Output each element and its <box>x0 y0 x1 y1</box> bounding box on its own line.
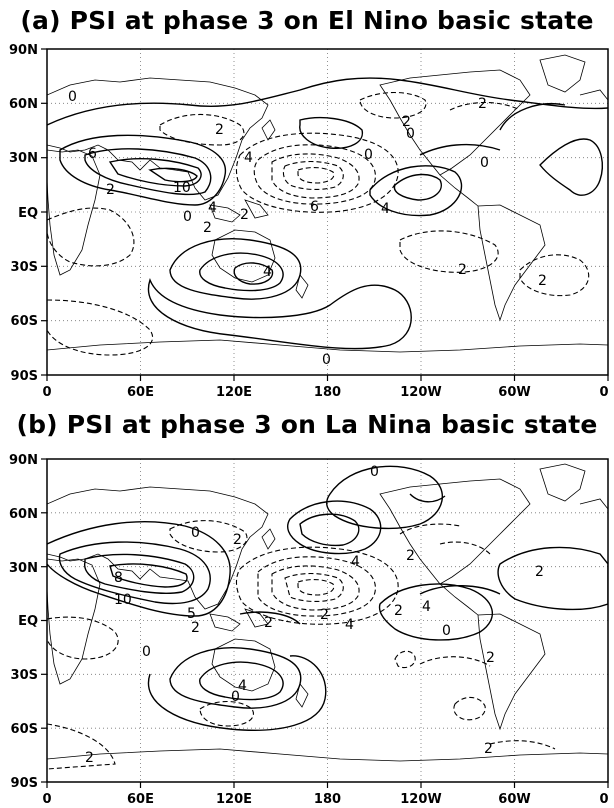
panel-b-clabel: 4 <box>238 678 247 694</box>
panel-a-y-tick: 90N <box>9 43 38 58</box>
panel-a-contours-negative <box>47 92 590 356</box>
panel-b: (b) PSI at phase 3 on La Nina basic stat… <box>0 404 614 808</box>
panel-a-tickmarks <box>41 48 609 381</box>
panel-a-clabel: 4 <box>381 201 390 217</box>
panel-b-clabel: 0 <box>142 644 151 660</box>
panel-b-gridlines <box>47 459 608 782</box>
panel-b-clabel: 4 <box>345 617 354 633</box>
panel-b-tickmarks <box>41 458 609 788</box>
panel-a-x-tick: 180 <box>314 385 341 400</box>
panel-b-y-tick: 30N <box>9 561 38 576</box>
panel-a-title: (a) PSI at phase 3 on El Nino basic stat… <box>20 6 594 35</box>
panel-b-clabel: 2 <box>484 741 493 757</box>
panel-a-y-tick: 60N <box>9 97 38 112</box>
panel-a-x-tick: 60W <box>498 385 530 400</box>
panel-a-clabel: 2 <box>478 96 487 112</box>
panel-b-clabel: 0 <box>231 689 240 705</box>
panel-b-clabel: 0 <box>370 464 379 480</box>
panel-a-clabel: 0 <box>406 126 415 142</box>
panel-a-clabel: 0 <box>364 147 373 163</box>
panel-b-map: 0 0 2 8 10 5 2 0 2 4 2 2 4 2 4 0 2 2 4 0 <box>9 453 609 807</box>
panel-b-clabel: 0 <box>442 623 451 639</box>
panel-b-clabel: 4 <box>422 599 431 615</box>
panel-a-x-ticks: 0 60E 120E 180 120W 60W 0 <box>42 385 608 400</box>
panel-a: (a) PSI at phase 3 on El Nino basic stat… <box>9 6 609 400</box>
panel-a-clabel: 10 <box>173 180 191 196</box>
panel-a-clabel: 6 <box>310 199 319 215</box>
panel-a-clabel: 2 <box>215 122 224 138</box>
panel-b-clabel: 2 <box>320 607 329 623</box>
panel-a-clabel: 2 <box>106 182 115 198</box>
panel-a-x-tick: 60E <box>127 385 154 400</box>
panel-a-clabel: 0 <box>480 155 489 171</box>
panel-a-clabel: 4 <box>263 264 272 280</box>
panel-a-contours-positive <box>47 77 608 350</box>
panel-b-contours-negative <box>47 520 556 770</box>
panel-b-clabel: 2 <box>486 650 495 666</box>
panel-b-clabel: 2 <box>264 615 273 631</box>
panel-b-x-tick: 0 <box>42 792 51 807</box>
panel-b-contours-positive <box>47 465 608 731</box>
panel-a-y-ticks: 90N 60N 30N EQ 30S 60S 90S <box>9 43 38 384</box>
panel-b-x-tick: 120E <box>216 792 252 807</box>
panel-a-clabel: 4 <box>208 200 217 216</box>
panel-a-clabel: 2 <box>538 273 547 289</box>
panel-b-x-tick: 120W <box>400 792 441 807</box>
panel-b-clabel: 10 <box>114 592 132 608</box>
panel-a-clabel: 2 <box>203 220 212 236</box>
panel-b-title: (b) PSI at phase 3 on La Nina basic stat… <box>16 410 598 439</box>
panel-a-x-tick: 120W <box>400 385 441 400</box>
panel-b-y-tick: 60N <box>9 507 38 522</box>
panel-b-clabel: 2 <box>406 548 415 564</box>
panel-b-y-tick: 60S <box>11 722 38 737</box>
panel-b-clabel: 2 <box>85 750 94 766</box>
panel-b-x-tick: 0 <box>599 792 608 807</box>
panel-b-clabel: 2 <box>394 603 403 619</box>
panel-b-y-ticks: 90N 60N 30N EQ 30S 60S 90S <box>9 453 38 791</box>
panel-b-clabel: 2 <box>233 532 242 548</box>
panel-b-contour-labels: 0 0 2 8 10 5 2 0 2 4 2 2 4 2 4 0 2 2 4 0 <box>85 464 544 766</box>
panel-a-x-tick: 0 <box>599 385 608 400</box>
panel-a-y-tick: 90S <box>11 369 38 384</box>
panel-a-x-tick: 0 <box>42 385 51 400</box>
panel-a-contour-labels: 0 2 2 0 6 2 10 4 0 2 2 4 0 6 4 0 2 4 2 2 <box>68 89 547 368</box>
panel-a-y-tick: 30S <box>11 260 38 275</box>
panel-b-coastlines <box>47 463 608 762</box>
panel-b-y-tick: 30S <box>11 668 38 683</box>
panel-a-clabel: 2 <box>240 207 249 223</box>
panel-a-clabel: 0 <box>183 209 192 225</box>
panel-b-y-tick: 90N <box>9 453 38 468</box>
panel-b-clabel: 2 <box>191 620 200 636</box>
panel-b-clabel: 4 <box>351 554 360 570</box>
panel-b-y-tick: 90S <box>11 776 38 791</box>
panel-b-y-tick: EQ <box>18 614 38 629</box>
panel-b-x-tick: 180 <box>314 792 341 807</box>
panel-b-x-ticks: 0 60E 120E 180 120W 60W 0 <box>42 792 608 807</box>
panel-b-clabel: 0 <box>191 525 200 541</box>
panel-a-clabel: 6 <box>88 146 97 162</box>
panel-a-y-tick: 60S <box>11 314 38 329</box>
panel-a-clabel: 0 <box>68 89 77 105</box>
panel-a-y-tick: EQ <box>18 206 38 221</box>
panel-b-clabel: 5 <box>187 606 196 622</box>
panel-a-clabel: 0 <box>322 352 331 368</box>
panel-a-clabel: 2 <box>458 262 467 278</box>
panel-a-x-tick: 120E <box>216 385 252 400</box>
panel-b-x-tick: 60E <box>127 792 154 807</box>
panel-b-clabel: 2 <box>535 564 544 580</box>
panel-a-y-tick: 30N <box>9 151 38 166</box>
panel-a-clabel: 4 <box>244 150 253 166</box>
panel-a-clabel: 2 <box>402 114 411 130</box>
panel-a-map: 0 2 2 0 6 2 10 4 0 2 2 4 0 6 4 0 2 4 2 2 <box>9 43 609 400</box>
panel-b-clabel: 8 <box>114 570 123 586</box>
panel-b-x-tick: 60W <box>498 792 530 807</box>
